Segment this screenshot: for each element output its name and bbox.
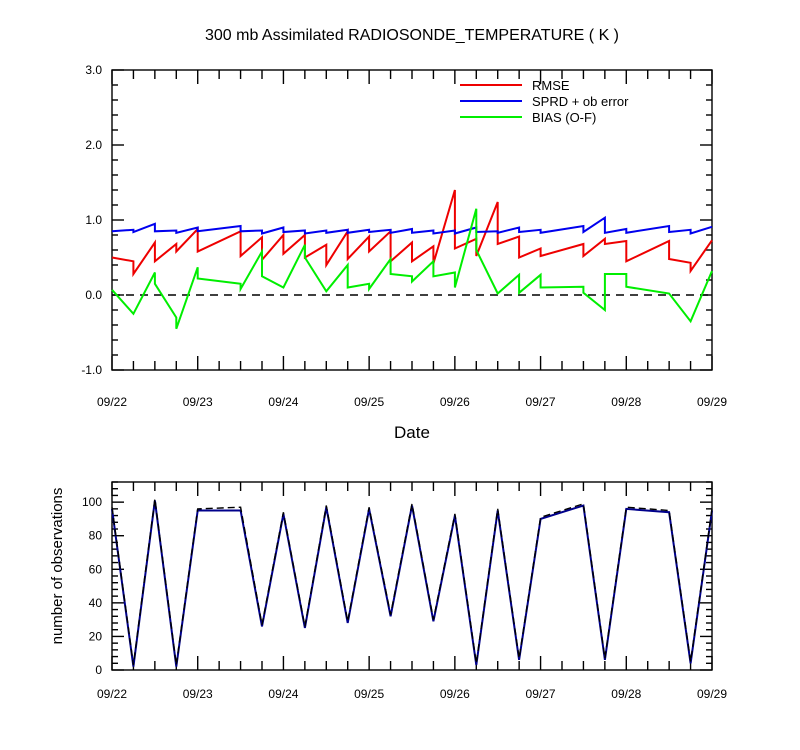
- top-x-tick-label: 09/22: [97, 395, 127, 409]
- top-legend-entry: SPRD + ob error: [532, 94, 629, 109]
- bottom-y-tick-label: 60: [89, 562, 103, 576]
- top-x-tick-label: 09/26: [440, 395, 470, 409]
- bottom-y-tick-label: 100: [82, 495, 102, 509]
- bottom-y-tick-label: 80: [89, 529, 103, 543]
- bottom-y-tick-label: 20: [89, 629, 103, 643]
- top-y-tick-label: -1.0: [81, 363, 102, 377]
- top-legend-entry: RMSE: [532, 78, 570, 93]
- bottom-series-line-possible: [111, 498, 713, 666]
- top-y-tick-label: 0.0: [85, 288, 102, 302]
- top-series-line-sprd-ob-error: [111, 215, 713, 235]
- top-legend-entry: BIAS (O-F): [532, 110, 596, 125]
- bottom-y-tick-label: 0: [95, 663, 102, 677]
- bottom-x-tick-label: 09/23: [183, 687, 213, 701]
- top-x-tick-label: 09/25: [354, 395, 384, 409]
- bottom-x-tick-label: 09/29: [697, 687, 727, 701]
- bottom-x-tick-label: 09/27: [526, 687, 556, 701]
- top-y-tick-label: 3.0: [85, 63, 102, 77]
- bottom-x-tick-label: 09/22: [97, 687, 127, 701]
- bottom-y-axis-label: number of observations: [49, 488, 66, 645]
- top-x-tick-label: 09/29: [697, 395, 727, 409]
- bottom-x-tick-label: 09/24: [268, 687, 298, 701]
- top-y-tick-label: 2.0: [85, 138, 102, 152]
- bottom-x-tick-label: 09/25: [354, 687, 384, 701]
- bottom-x-tick-label: 09/28: [611, 687, 641, 701]
- bottom-y-tick-label: 40: [89, 596, 103, 610]
- top-x-tick-label: 09/24: [268, 395, 298, 409]
- top-plot-frame: [111, 69, 713, 371]
- top-x-tick-label: 09/27: [526, 395, 556, 409]
- bottom-series-line-assimilated: [111, 500, 713, 667]
- top-series-line-rmse: [111, 189, 713, 278]
- top-x-tick-label: 09/28: [611, 395, 641, 409]
- top-x-axis-label: Date: [394, 423, 430, 442]
- top-chart-title: 300 mb Assimilated RADIOSONDE_TEMPERATUR…: [205, 27, 619, 44]
- top-y-tick-label: 1.0: [85, 213, 102, 227]
- top-x-tick-label: 09/23: [183, 395, 213, 409]
- top-series-line-bias-o-f-: [111, 208, 713, 330]
- bottom-x-tick-label: 09/26: [440, 687, 470, 701]
